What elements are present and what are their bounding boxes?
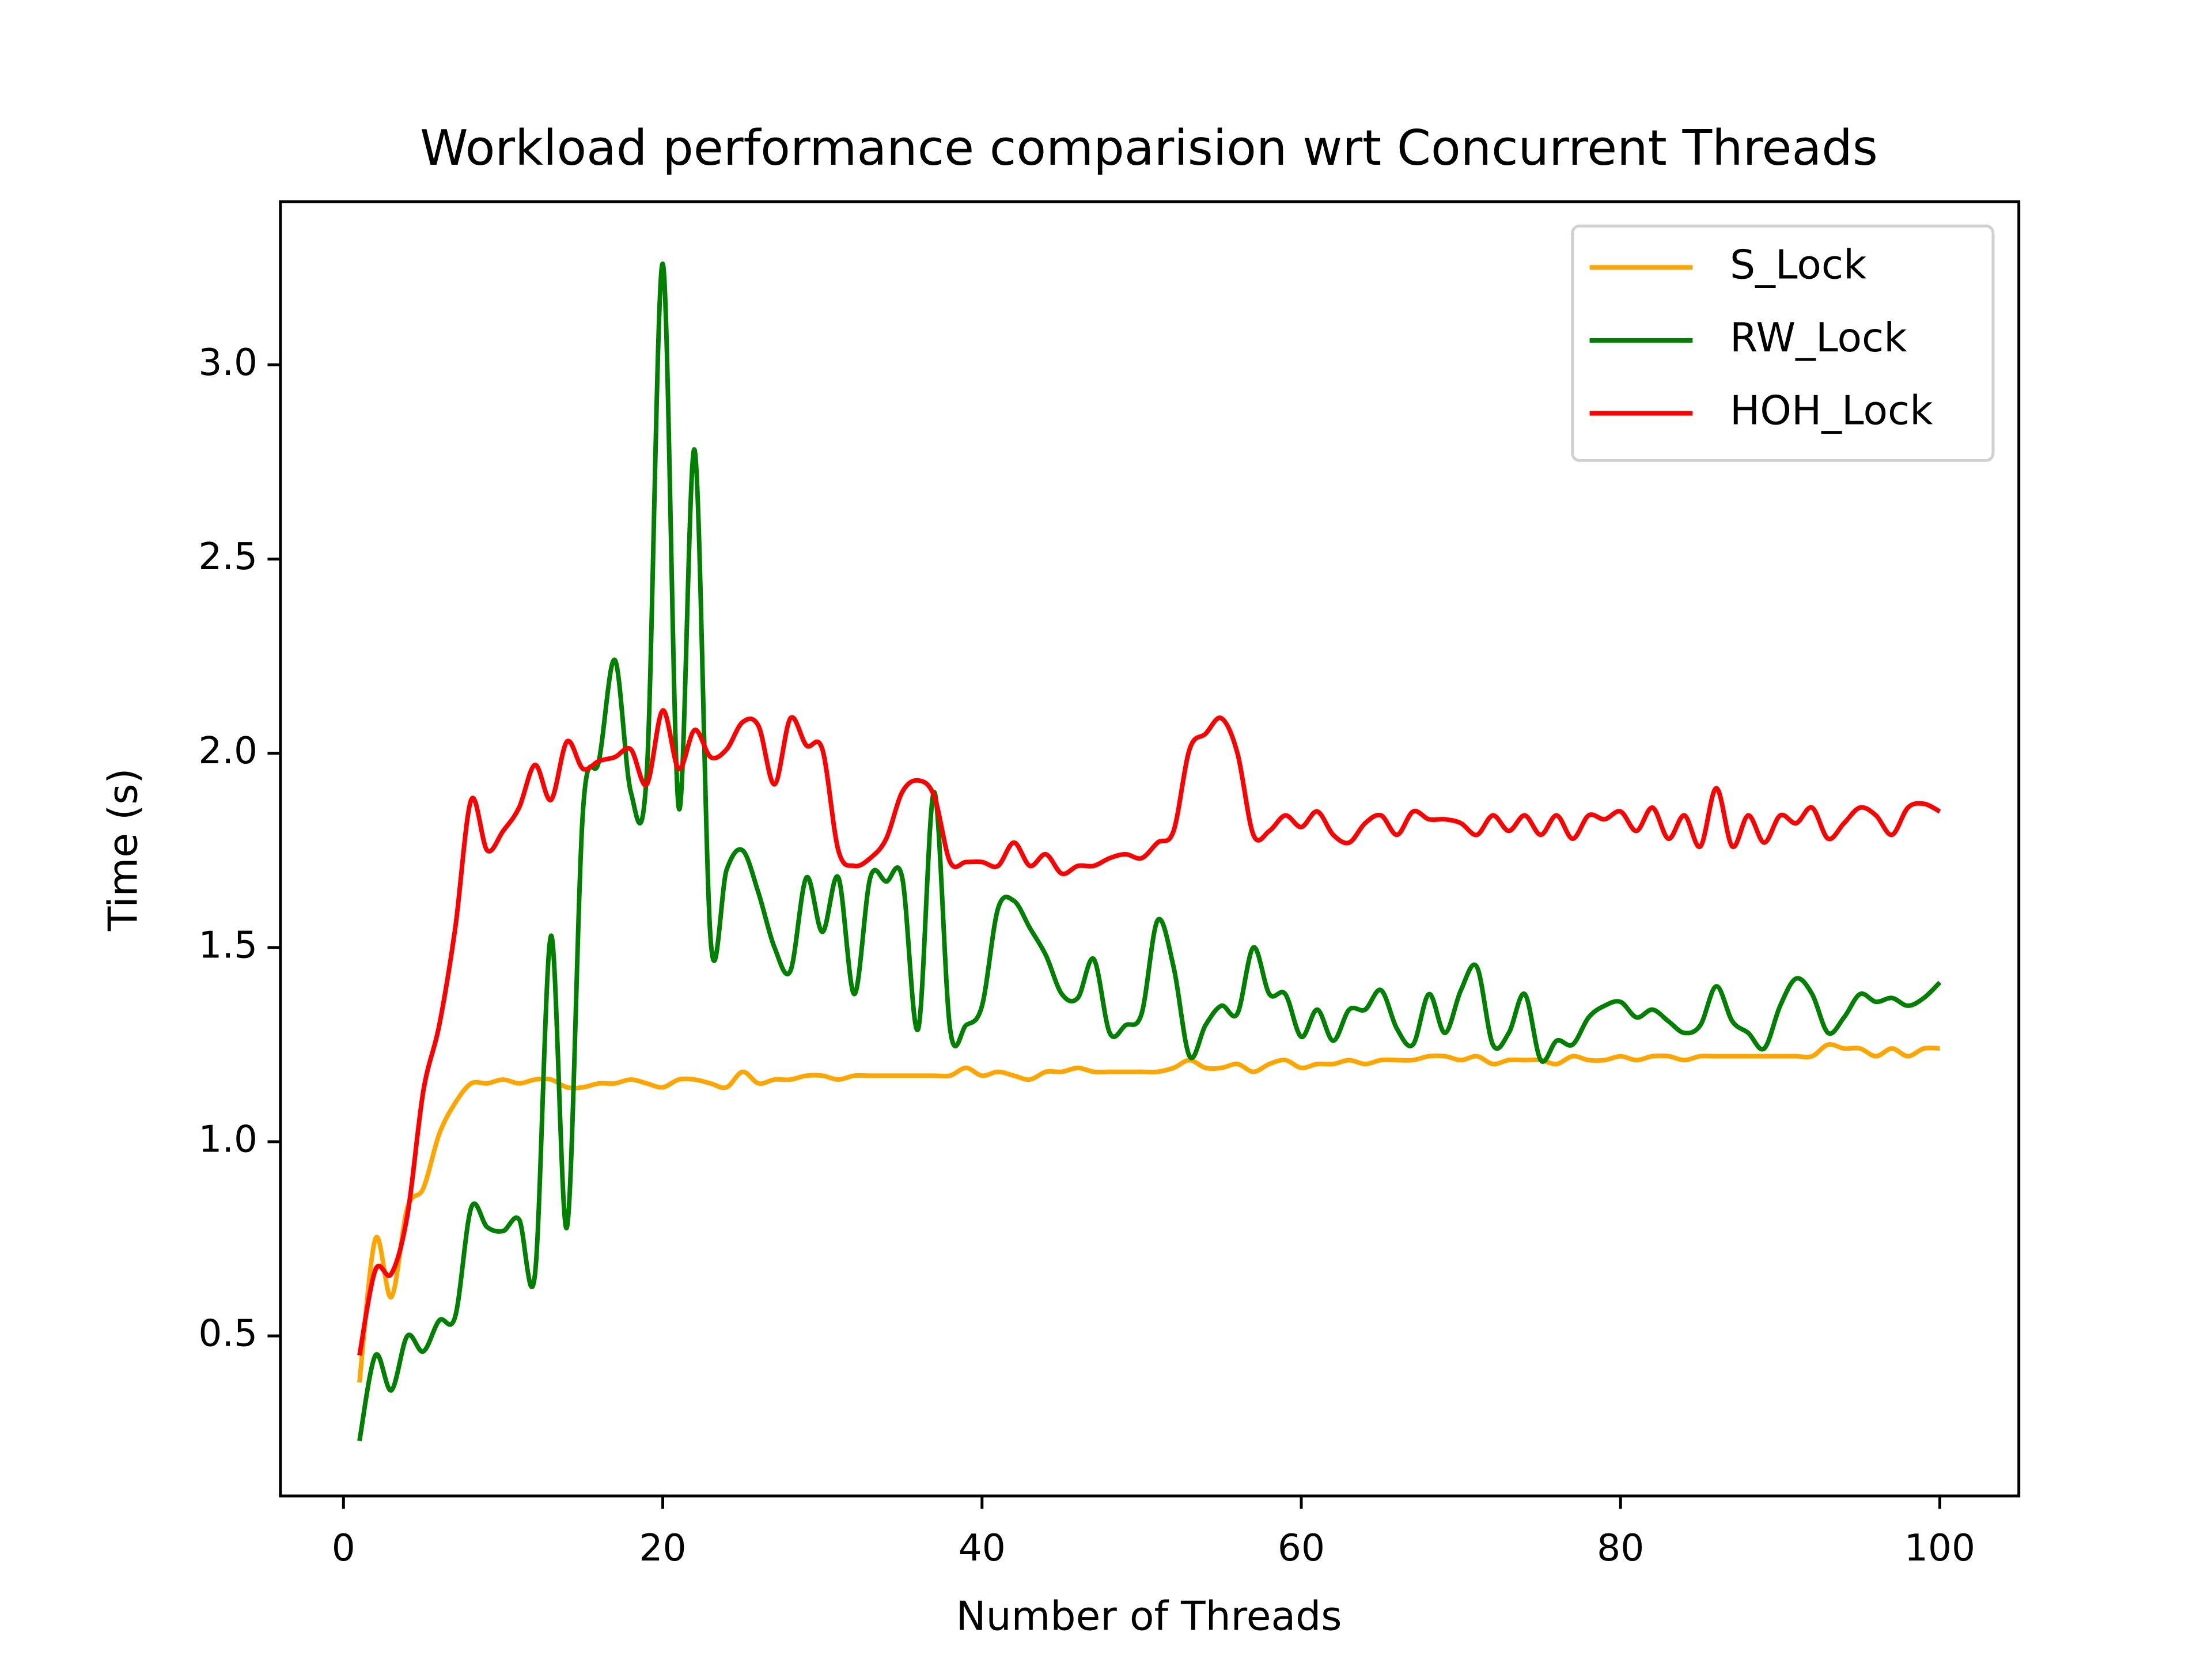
y-tick-label: 2.0 bbox=[198, 729, 257, 772]
x-tick-label: 20 bbox=[639, 1527, 686, 1570]
x-axis-label: Number of Threads bbox=[956, 1593, 1342, 1640]
x-tick-label: 40 bbox=[959, 1527, 1006, 1570]
legend-label: S_Lock bbox=[1730, 241, 1867, 288]
y-tick-label: 3.0 bbox=[198, 341, 257, 384]
x-tick-label: 0 bbox=[332, 1527, 355, 1570]
data-line bbox=[357, 261, 1942, 1441]
x-tick-label: 100 bbox=[1904, 1527, 1975, 1570]
legend-label: RW_Lock bbox=[1730, 315, 1907, 361]
y-tick-label: 0.5 bbox=[198, 1312, 257, 1355]
y-tick-label: 2.5 bbox=[198, 535, 257, 578]
y-tick-label: 1.0 bbox=[198, 1118, 257, 1161]
data-line bbox=[357, 708, 1941, 1356]
plot-frame bbox=[279, 200, 2021, 1498]
legend-box bbox=[1571, 224, 1995, 462]
x-tick-label: 80 bbox=[1597, 1527, 1644, 1570]
data-line bbox=[357, 1042, 1940, 1383]
chart-title: Workload performance comparision wrt Con… bbox=[420, 120, 1878, 176]
legend-label: HOH_Lock bbox=[1730, 388, 1933, 434]
x-tick-label: 60 bbox=[1278, 1527, 1325, 1570]
y-axis-label: Time (s) bbox=[100, 768, 147, 931]
y-tick-label: 1.5 bbox=[198, 923, 257, 967]
